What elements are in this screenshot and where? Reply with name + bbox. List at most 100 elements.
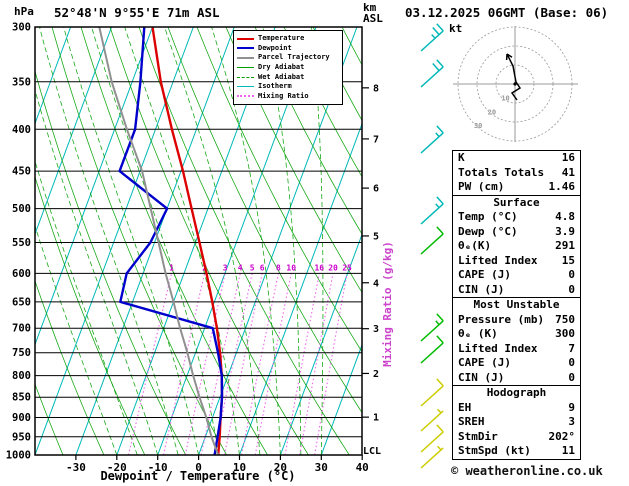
barb-full-tick [436,196,444,205]
stat-label: Pressure (mb) [458,312,545,326]
stat-value: 0 [568,282,575,296]
temp-tick-label: -30 [66,461,86,474]
stat-label: SREH [458,415,485,428]
stat-value: 3 [568,415,575,428]
barb-staff [420,320,444,342]
stats-row: Temp (°C) 4.8 [453,210,580,225]
mixing-ratio-value: 20 [328,263,338,272]
mixing-ratio-line [162,273,206,455]
mixing-ratio-value: 5 [250,263,255,272]
pressure-tick-label: 300 [12,22,31,34]
mixing-ratio-value: 10 [286,263,296,272]
stat-value: 0 [568,370,575,384]
barb-full-tick [432,27,440,36]
pressure-tick-label: 750 [12,347,31,359]
x-axis-title: Dewpoint / Temperature (°C) [100,469,296,483]
mixing-ratio-value: 4 [238,263,243,272]
stats-group: K 16 Totals Totals 41 PW (cm) 1.46 [453,151,580,195]
hodograph-arrowhead [506,53,513,58]
altitude-unit-label: km ASL [363,2,383,24]
mixing-ratio-value: 6 [260,263,265,272]
legend-line-sample [237,95,254,98]
stat-value: 9 [568,400,575,414]
stat-label: K [458,151,465,164]
hodograph-ring [495,64,535,104]
stats-row: CAPE (J) 0 [453,356,580,371]
wind-barb [420,226,444,255]
km-tick-label: 8 [373,83,379,94]
stats-row: CIN (J) 0 [453,283,580,298]
stat-value: 0 [568,268,575,281]
stats-row: θₑ (K) 300 [453,327,580,342]
hodograph-ring [476,45,554,123]
wind-barb [420,23,444,52]
stats-section-header: Most Unstable [473,298,560,311]
stat-value: 15 [561,253,575,267]
barb-half-tick [437,445,442,451]
legend-item: Wet Adiabat [237,72,339,82]
temp-tick-label: 40 [356,461,369,474]
barb-staff [420,410,444,432]
stat-label: StmSpd (kt) [458,444,531,457]
isotherm-line [35,27,153,346]
mixing-ratio-value: 16 [314,263,324,272]
pressure-unit-label: hPa [14,5,34,18]
km-tick-label: 7 [373,134,379,145]
mixing-ratio-line [223,273,263,455]
hodograph-ring [457,26,573,142]
legend-line-sample [237,47,254,50]
barb-staff [420,385,444,407]
barb-half-tick [437,408,442,414]
page-title: 52°48'N 9°55'E 71m ASL [54,5,220,20]
hodograph: 10 20 30 [453,26,578,142]
asl-label: ASL [363,12,383,25]
hodograph-ring-label: 20 [488,108,496,116]
sounding-profiles [98,27,224,455]
run-date-label: 03.12.2025 06GMT (Base: 06) [405,5,609,20]
legend-line-sample [237,56,254,59]
temp-tick-label: -20 [107,461,127,474]
stat-value: 300 [555,327,575,340]
wind-barb [420,196,444,225]
barb-staff [420,431,444,453]
lcl-label: LCL [363,446,382,457]
pressure-tick-label: 500 [12,203,31,215]
copyright: © weatheronline.co.uk [451,464,603,478]
stat-value: 202° [548,429,576,443]
wet-adiabat-line [63,27,199,455]
hodograph-trace [506,53,522,101]
hodograph-ring-label: 10 [501,95,509,103]
parcel-trajectory-curve [98,27,220,455]
stats-row: EH 9 [453,401,580,416]
dewpoint-curve [118,27,224,455]
stat-value: 0 [568,356,575,369]
stat-label: θₑ(K) [458,239,492,252]
stats-row: θₑ(K) 291 [453,239,580,254]
stats-row: K 16 [453,151,580,166]
barb-full-tick [436,313,444,322]
barb-staff [420,447,444,469]
stats-row: CAPE (J) 0 [453,268,580,283]
isotherm-line [75,27,235,455]
stat-label: Dewp (°C) [458,224,518,238]
stats-section-header: Surface [493,195,540,209]
pressure-tick-label: 450 [12,166,31,178]
isotherm-line [320,343,362,455]
legend-item-label: Temperature [258,34,305,43]
dry-adiabat-line [283,27,362,178]
stat-label: Temp (°C) [458,210,518,223]
barb-full-tick [436,335,444,344]
legend-item: Dry Adiabat [237,63,339,73]
barb-full-tick [436,125,444,134]
stats-row: Lifted Index 7 [453,342,580,357]
barb-staff [420,233,444,255]
stats-group: Hodograph EH 9 SREH 3 StmDir 202° StmSpd (kt) 11 [453,385,580,459]
wind-barb [420,125,444,154]
isotherm-line [35,27,72,125]
stat-value: 1.46 [548,180,576,193]
stat-label: θₑ (K) [458,327,498,340]
stat-label: CAPE (J) [458,268,511,281]
km-tick-label: 2 [373,369,379,380]
pressure-tick-label: 600 [12,268,31,280]
